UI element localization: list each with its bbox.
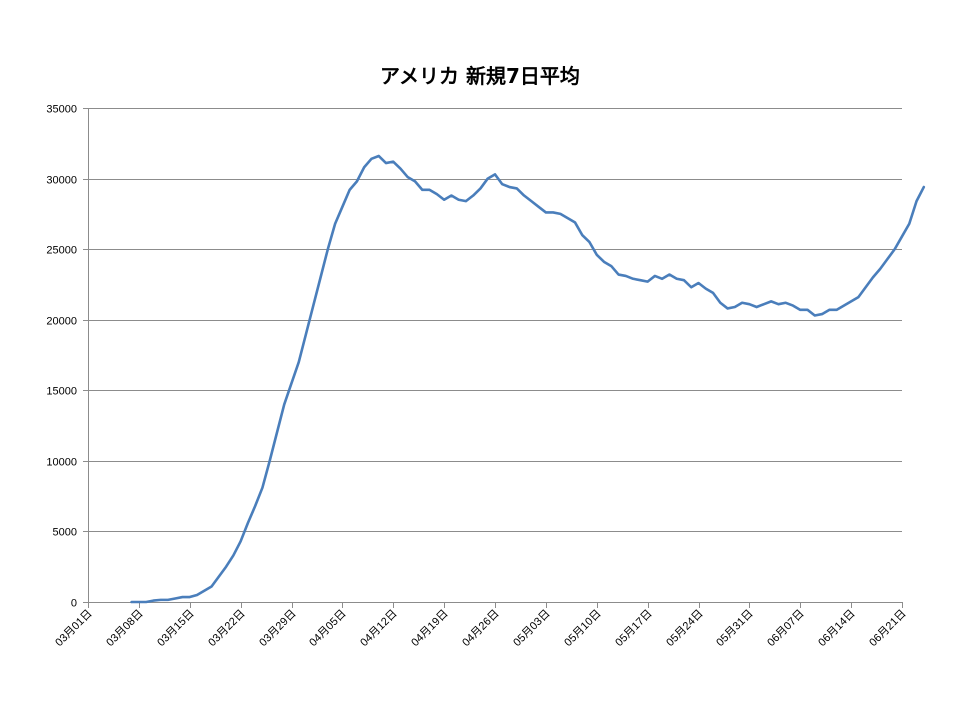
y-tick-label: 25000	[46, 245, 77, 257]
x-tick-label: 04月26日	[460, 608, 501, 649]
x-tick-label: 03月29日	[257, 608, 298, 649]
y-tick-label: 10000	[46, 457, 77, 469]
x-tick-label: 05月24日	[664, 608, 705, 649]
x-tick-label: 03月08日	[104, 608, 145, 649]
y-tick-label: 35000	[46, 104, 77, 116]
gridlines	[88, 108, 902, 532]
x-tick-label: 05月03日	[511, 608, 552, 649]
y-tick-label: 15000	[46, 386, 77, 398]
x-tick-label: 03月15日	[155, 608, 196, 649]
y-tick-label: 30000	[46, 175, 77, 187]
y-tick-label: 0	[71, 598, 77, 610]
x-tick-label: 04月12日	[358, 608, 399, 649]
y-tick-label: 20000	[46, 316, 77, 328]
x-tick-label: 04月05日	[307, 608, 348, 649]
x-tick-label: 05月10日	[562, 608, 603, 649]
x-tick-label: 06月07日	[765, 608, 806, 649]
x-tick-label: 06月21日	[867, 608, 908, 649]
x-tick-label: 05月31日	[714, 608, 755, 649]
y-tick-label: 5000	[53, 527, 77, 539]
axes	[88, 108, 902, 603]
chart-title: アメリカ 新規7日平均	[380, 64, 580, 88]
series-layer	[130, 154, 926, 604]
y-axis-ticks: 0 5000 10000 15000 20000 25000 30000 35000	[46, 104, 88, 610]
x-tick-label: 06月14日	[816, 608, 857, 649]
series-line	[130, 154, 926, 604]
x-axis-ticks: 03月01日 03月08日 03月15日 03月22日 03月29日 04月05日 04月1…	[53, 602, 909, 649]
x-tick-label: 04月19日	[409, 608, 450, 649]
x-tick-label: 03月22日	[206, 608, 247, 649]
x-tick-label: 05月17日	[613, 608, 654, 649]
x-tick-label: 03月01日	[53, 608, 94, 649]
